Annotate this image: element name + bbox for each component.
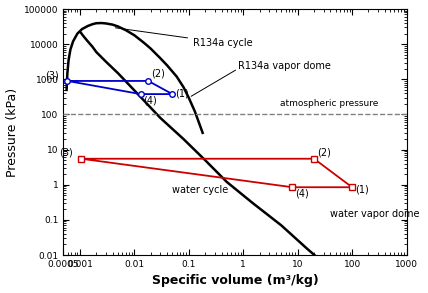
Text: R134a cycle: R134a cycle bbox=[116, 28, 253, 48]
Text: atmospheric pressure: atmospheric pressure bbox=[279, 99, 378, 108]
Text: (4): (4) bbox=[295, 189, 309, 199]
Text: water vapor dome: water vapor dome bbox=[330, 209, 420, 219]
Text: (1): (1) bbox=[355, 185, 369, 195]
Text: (2): (2) bbox=[317, 148, 331, 158]
Text: R134a vapor dome: R134a vapor dome bbox=[238, 61, 331, 71]
Text: (2): (2) bbox=[151, 69, 165, 79]
Text: (1): (1) bbox=[175, 89, 189, 99]
X-axis label: Specific volume (m³/kg): Specific volume (m³/kg) bbox=[152, 275, 318, 287]
Text: (3): (3) bbox=[59, 148, 73, 158]
Text: (3): (3) bbox=[45, 70, 59, 80]
Y-axis label: Pressure (kPa): Pressure (kPa) bbox=[6, 88, 18, 177]
Text: (4): (4) bbox=[143, 96, 157, 106]
Text: water cycle: water cycle bbox=[172, 185, 229, 195]
